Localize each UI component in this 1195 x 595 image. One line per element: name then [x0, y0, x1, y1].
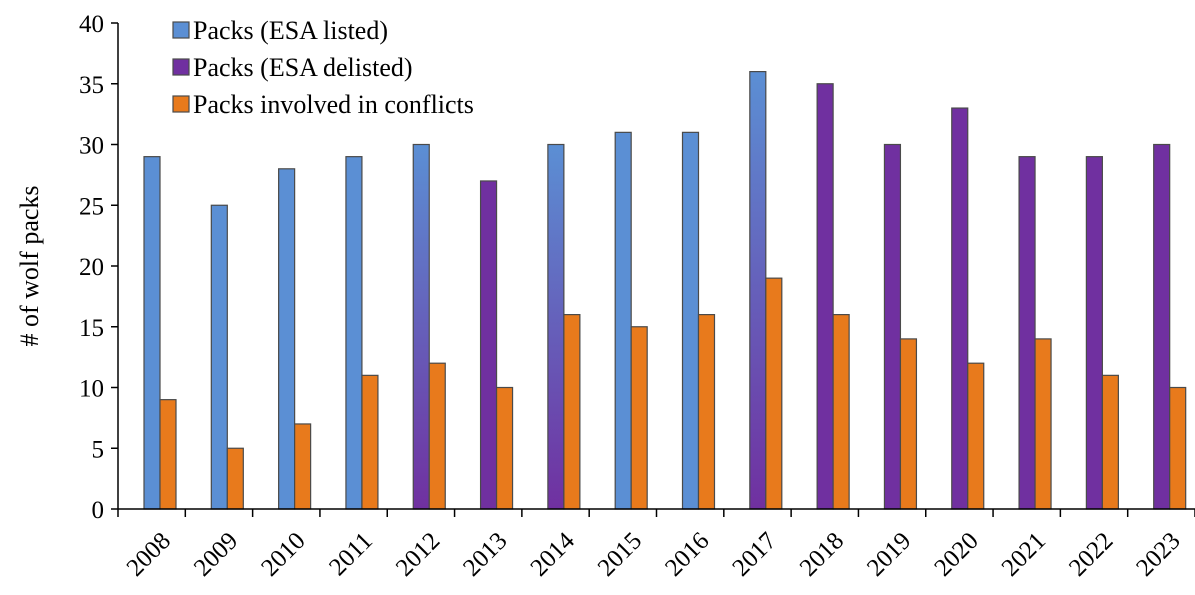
bar-packs-delisted-2020 — [951, 107, 969, 510]
bar-packs-conflicts-2013 — [495, 386, 514, 510]
bar-packs-conflicts-2016 — [697, 314, 716, 510]
y-tick-label: 15 — [79, 315, 104, 342]
x-tick-label: 2015 — [593, 527, 647, 581]
x-tick-label: 2016 — [660, 527, 714, 581]
bar-packs-conflicts-2008 — [159, 399, 177, 510]
bar-packs-conflicts-2009 — [226, 447, 244, 510]
bar-packs-conflicts-2012 — [428, 362, 446, 510]
legend-label: Packs (ESA delisted) — [193, 53, 413, 82]
x-axis-ticks: 2008 2009 2010 2011 2012 2013 2014 2015 2016 2017… — [117, 509, 1195, 582]
bar-packs-conflicts-2018 — [832, 314, 850, 510]
x-tick-label: 2014 — [525, 527, 580, 582]
bar-packs-conflicts-2011 — [361, 374, 379, 510]
y-axis-title: # of wolf packs — [15, 185, 44, 346]
y-tick-label: 35 — [79, 72, 104, 99]
y-axis-ticks: 0 5 10 15 20 25 30 35 40 — [79, 11, 118, 524]
x-tick-label: 2012 — [391, 527, 445, 581]
bar-packs-conflicts-2020 — [967, 362, 985, 510]
x-tick-label: 2010 — [256, 527, 310, 581]
x-tick-label: 2011 — [324, 527, 378, 581]
bar-packs-conflicts-2023 — [1169, 386, 1187, 510]
bar-packs-delisted-2021 — [1018, 156, 1036, 510]
x-tick-label: 2022 — [1064, 527, 1118, 581]
legend-label: Packs (ESA listed) — [193, 16, 388, 45]
bar-packs-mixed-2012 — [412, 143, 430, 510]
x-tick-label: 2008 — [122, 527, 176, 581]
bar-packs-conflicts-2019 — [899, 338, 918, 510]
bar-packs-listed-2016 — [681, 131, 700, 510]
bar-packs-listed-2010 — [278, 168, 296, 510]
y-tick-label: 0 — [92, 497, 105, 524]
bar-packs-delisted-2023 — [1153, 143, 1171, 510]
bar-packs-conflicts-2017 — [765, 277, 783, 510]
x-tick-label: 2018 — [795, 527, 849, 581]
bar-packs-delisted-2018 — [816, 83, 834, 510]
bar-packs-listed-2008 — [143, 156, 161, 510]
bar-packs-conflicts-2022 — [1101, 374, 1119, 510]
legend-swatch — [172, 21, 190, 39]
legend-label: Packs involved in conflicts — [193, 90, 474, 119]
y-tick-label: 5 — [92, 436, 105, 463]
bar-packs-delisted-2013 — [479, 180, 498, 510]
y-tick-label: 20 — [79, 254, 104, 281]
bar-packs-conflicts-2014 — [563, 314, 581, 510]
x-tick-label: 2009 — [189, 527, 243, 581]
x-tick-label: 2021 — [997, 527, 1051, 581]
bar-packs-conflicts-2021 — [1034, 338, 1052, 510]
bar-packs-listed-2011 — [345, 156, 363, 510]
bar-packs-delisted-2019 — [883, 143, 902, 510]
legend-swatch — [172, 95, 190, 113]
bar-packs-delisted-2022 — [1085, 156, 1103, 510]
y-tick-label: 25 — [79, 193, 104, 220]
x-tick-label: 2017 — [727, 527, 781, 581]
bar-packs-mixed-2017 — [749, 70, 767, 510]
y-tick-label: 30 — [79, 133, 104, 160]
y-tick-label: 40 — [79, 11, 104, 38]
bar-packs-mixed-2014 — [547, 143, 565, 510]
legend-swatch — [172, 58, 190, 76]
bar-packs-listed-2015 — [614, 131, 632, 510]
bar-packs-conflicts-2010 — [294, 423, 312, 510]
x-tick-label: 2019 — [862, 527, 916, 581]
x-tick-label: 2020 — [929, 527, 983, 581]
bar-packs-conflicts-2015 — [630, 326, 648, 510]
bars-layer — [143, 70, 1187, 510]
x-tick-label: 2023 — [1131, 527, 1185, 581]
legend: Packs (ESA listed) Packs (ESA delisted) Pa… — [172, 16, 474, 119]
x-tick-label: 2013 — [458, 527, 512, 581]
y-tick-label: 10 — [79, 376, 104, 403]
bar-packs-listed-2009 — [210, 204, 228, 510]
